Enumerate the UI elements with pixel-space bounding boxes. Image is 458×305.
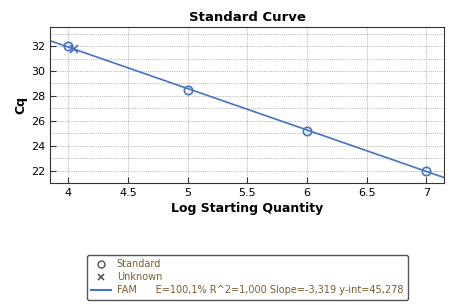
Legend: Standard, Unknown, FAM      E=100,1% R^2=1,000 Slope=-3,319 y-int=45,278: Standard, Unknown, FAM E=100,1% R^2=1,00… bbox=[87, 255, 408, 300]
X-axis label: Log Starting Quantity: Log Starting Quantity bbox=[171, 202, 323, 215]
Y-axis label: Cq: Cq bbox=[14, 96, 27, 114]
Title: Standard Curve: Standard Curve bbox=[189, 10, 306, 23]
